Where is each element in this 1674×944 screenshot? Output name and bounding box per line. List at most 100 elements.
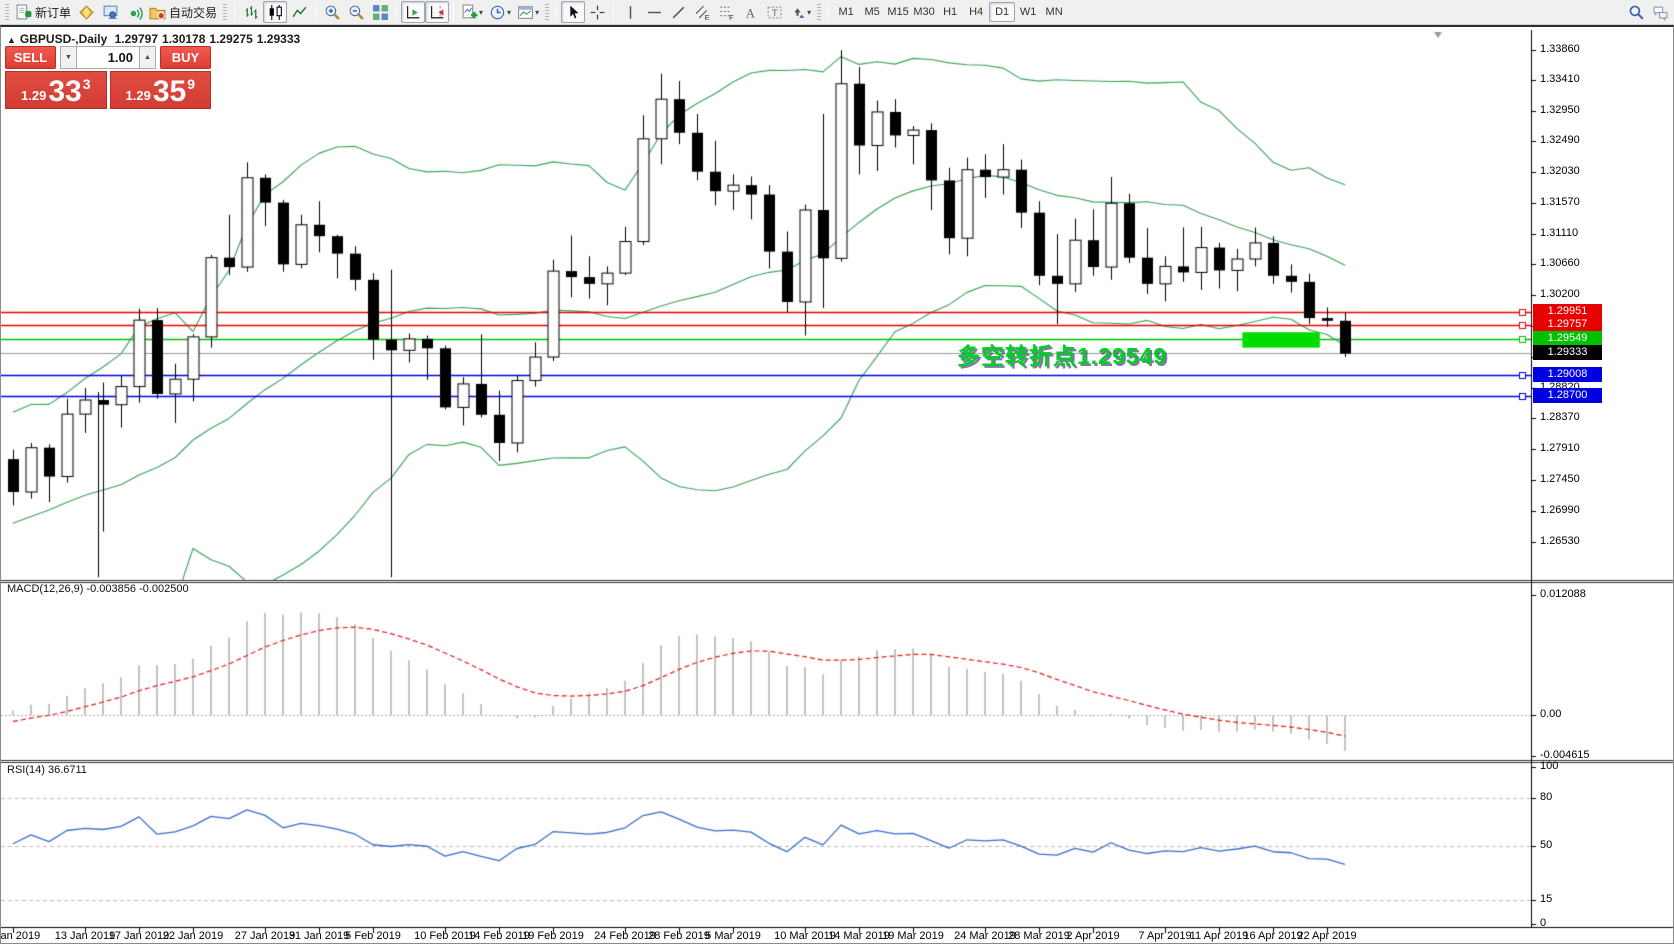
signals-button[interactable] xyxy=(122,1,146,23)
community-button[interactable] xyxy=(74,1,98,23)
periods-button[interactable]: ▾ xyxy=(486,1,514,23)
collapse-panel-icon[interactable]: ▲ xyxy=(7,35,16,45)
templates-button[interactable]: ▾ xyxy=(514,1,542,23)
price-tick-label: 1.33410 xyxy=(1540,72,1580,85)
toolbar-separator xyxy=(315,3,317,21)
horizontal-line-button[interactable] xyxy=(642,1,666,23)
bar-chart-icon xyxy=(245,5,257,19)
timeframe-button-M1[interactable]: M1 xyxy=(838,6,854,18)
chat-button[interactable] xyxy=(1648,1,1672,23)
rsi-tick-label: 50 xyxy=(1540,838,1553,851)
rsi-indicator-label: RSI(14) 36.6711 xyxy=(7,764,87,776)
chart-title: ▲ GBPUSD-,Daily 1.29797 1.30178 1.29275 1.29… xyxy=(7,32,304,46)
channel-button[interactable]: E xyxy=(690,1,714,23)
ohlc-low: 1.29275 xyxy=(209,32,253,46)
search-button[interactable] xyxy=(1624,1,1648,23)
rsi-tick-label: 0 xyxy=(1540,917,1547,929)
zoom-in-button[interactable] xyxy=(320,1,344,23)
line-chart-button[interactable] xyxy=(287,1,311,23)
tile-windows-icon xyxy=(372,4,388,20)
ohlc-open: 1.29797 xyxy=(114,32,159,46)
vertical-line-button[interactable] xyxy=(618,1,642,23)
dropdown-caret-icon: ▾ xyxy=(479,7,484,17)
volume-field[interactable]: 1.00 xyxy=(77,46,139,69)
timeframe-button-M5[interactable]: M5 xyxy=(864,6,880,18)
candlestick-chart-button[interactable] xyxy=(263,1,288,23)
date-tick-label: 24 Mar 2019 xyxy=(954,930,1016,942)
toolbar-separator xyxy=(234,3,236,21)
price-line-tag: 1.29333 xyxy=(1533,345,1602,361)
arrows-button[interactable]: ▾ xyxy=(786,1,814,23)
date-tick-label: 14 Feb 2019 xyxy=(468,930,530,942)
timeframe-button-D1[interactable]: D1 xyxy=(989,2,1016,22)
bar-chart-button[interactable] xyxy=(239,1,263,23)
timeframe-button-H1[interactable]: H1 xyxy=(943,6,958,18)
timeframe-button-M30[interactable]: M30 xyxy=(913,6,935,18)
date-tick-label: 7 Apr 2019 xyxy=(1138,930,1192,942)
fibonacci-button[interactable]: F xyxy=(714,1,738,23)
date-tick-label: 24 Feb 2019 xyxy=(594,930,656,942)
cursor-icon xyxy=(569,5,579,18)
zoom-out-button[interactable] xyxy=(344,1,368,23)
buy-button[interactable]: BUY xyxy=(160,46,211,69)
crosshair-button[interactable] xyxy=(585,1,609,23)
auto-trading-icon xyxy=(149,7,166,19)
sell-button[interactable]: SELL xyxy=(5,46,56,69)
text-label-button[interactable]: T xyxy=(762,1,786,23)
dropdown-caret-icon: ▾ xyxy=(535,7,540,17)
toolbar-grip xyxy=(817,4,822,20)
ask-prefix: 1.29 xyxy=(125,88,151,103)
macd-tick-label: 0.012088 xyxy=(1540,588,1586,601)
macd-tick-label: 0.00 xyxy=(1540,708,1562,720)
triangle-down-icon: ▼ xyxy=(65,54,72,61)
volume-stepper: ▼ 1.00 ▲ xyxy=(60,46,156,69)
add-indicator-button[interactable]: ▾ xyxy=(458,1,486,23)
timeframe-button-H4[interactable]: H4 xyxy=(969,6,984,18)
trendline-button[interactable] xyxy=(666,1,690,23)
auto-trading-button[interactable]: 自动交易 xyxy=(146,1,220,23)
volume-down-button[interactable]: ▼ xyxy=(60,46,77,69)
date-tick-label: 17 Jan 2019 xyxy=(108,930,170,942)
channel-icon: E xyxy=(695,5,709,21)
one-click-trading-panel: SELL ▼ 1.00 ▲ BUY 1.29 33 3 1.29 35 xyxy=(5,46,211,109)
text-button[interactable]: A xyxy=(738,1,762,23)
chart-shift-icon xyxy=(430,5,443,18)
price-tick-label: 1.30660 xyxy=(1540,257,1580,270)
crosshair-icon xyxy=(590,5,604,19)
toolbar-separator xyxy=(396,3,398,21)
macd-indicator-label: MACD(12,26,9) -0.003856 -0.002500 xyxy=(7,583,189,595)
price-tick-label: 1.27450 xyxy=(1540,472,1580,485)
date-tick-label: 19 Feb 2019 xyxy=(522,930,584,942)
timeframe-button-W1[interactable]: W1 xyxy=(1019,6,1037,18)
chart-window: ▲ GBPUSD-,Daily 1.29797 1.30178 1.29275 1.29… xyxy=(0,25,1674,944)
toolbar-separator xyxy=(453,3,455,21)
auto-scroll-button[interactable] xyxy=(401,1,426,23)
price-line-tag: 1.29008 xyxy=(1533,367,1602,383)
toolbar-grip xyxy=(5,4,9,20)
vertical-line-icon xyxy=(629,5,631,19)
price-tick-label: 1.26990 xyxy=(1540,503,1580,516)
ask-main: 35 xyxy=(152,75,187,108)
tile-windows-button[interactable] xyxy=(368,1,392,23)
timeframe-button-MN[interactable]: MN xyxy=(1045,6,1063,18)
metaeditor-icon xyxy=(103,5,117,19)
volume-up-button[interactable]: ▲ xyxy=(139,46,156,69)
new-order-button[interactable]: 新订单 xyxy=(12,1,74,23)
metaeditor-button[interactable] xyxy=(98,1,122,23)
date-tick-label: 19 Mar 2019 xyxy=(882,930,944,942)
price-tick-label: 1.26530 xyxy=(1540,534,1580,547)
buy-price-button[interactable]: 1.29 35 9 xyxy=(109,71,211,109)
price-line-tag: 1.29549 xyxy=(1533,330,1602,346)
timeframe-button-M15[interactable]: M15 xyxy=(887,6,909,18)
auto-trading-label: 自动交易 xyxy=(169,5,218,20)
chart-canvas[interactable] xyxy=(1,27,1673,943)
cursor-button[interactable] xyxy=(561,1,586,23)
sell-price-button[interactable]: 1.29 33 3 xyxy=(5,71,107,109)
bid-prefix: 1.29 xyxy=(21,88,47,103)
chart-shift-button[interactable] xyxy=(425,1,450,23)
price-line-tag: 1.29757 xyxy=(1533,317,1602,333)
templates-icon xyxy=(518,5,533,19)
rsi-tick-label: 15 xyxy=(1540,893,1553,906)
periods-clock-icon xyxy=(490,5,505,19)
ohlc-high: 1.30178 xyxy=(162,32,206,46)
